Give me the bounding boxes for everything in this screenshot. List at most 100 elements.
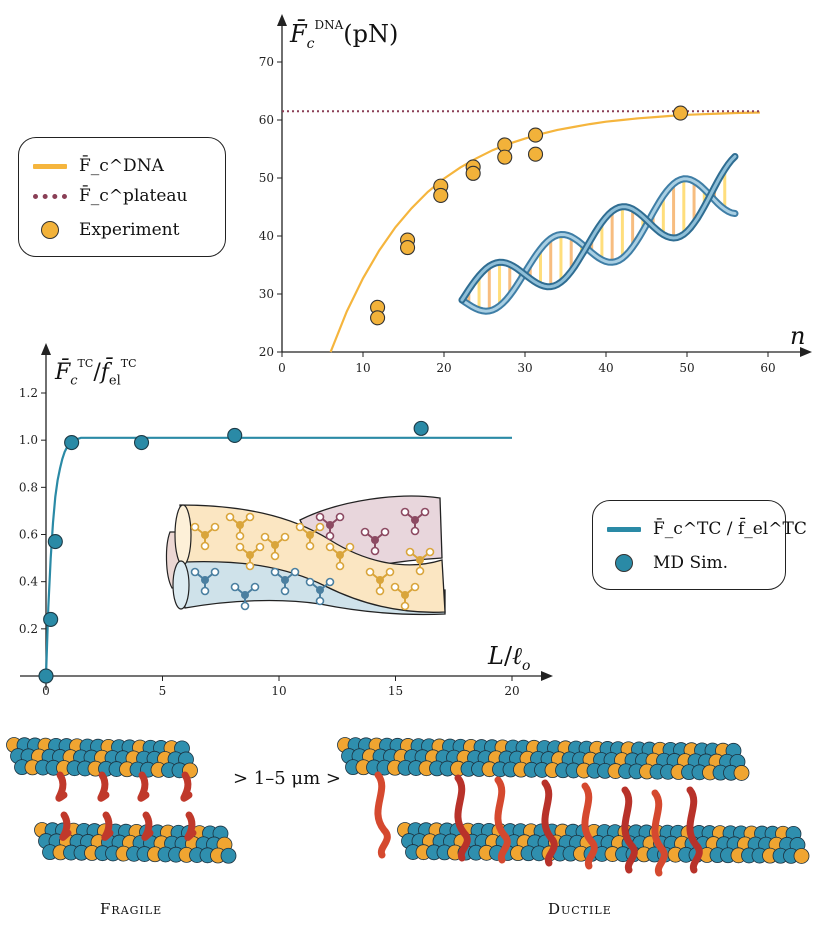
tc-chart-axes: 0 5 10 15 20 0.2 0.4 0.6 0.8 1.0 1.2 xyxy=(19,343,553,698)
crosslinker-chain-icon xyxy=(454,774,471,862)
dna-helix-illustration xyxy=(458,153,739,315)
crosslinker-chain-icon xyxy=(494,776,511,864)
crosslinker-strand xyxy=(55,771,68,802)
fragile-top-filament xyxy=(6,737,198,779)
y-tick-label: 20 xyxy=(259,345,274,359)
crosslinker-molecule-icon xyxy=(190,567,220,596)
x-tick-label: 50 xyxy=(679,361,694,375)
crosslinker-strand xyxy=(180,771,193,802)
line-swatch-icon xyxy=(33,163,67,169)
crosslinker-molecule-icon xyxy=(270,567,300,596)
x-tick-label: 0 xyxy=(42,684,50,698)
y-tick-label: 0.2 xyxy=(19,622,38,636)
fragile-caption: Fragile xyxy=(100,900,163,918)
experiment-point xyxy=(497,149,513,165)
tc-chart-ylabel: F̄cTC/f̄elTC xyxy=(55,356,137,389)
x-tick-label: 20 xyxy=(436,361,451,375)
dna-chart-ylabel: F̄cDNA(pN) xyxy=(290,18,399,52)
md-sim-point xyxy=(64,434,80,451)
crosslinker-molecule-icon xyxy=(305,577,335,606)
crosslinker-chain-icon xyxy=(686,786,703,874)
crosslinker-strand xyxy=(374,771,391,859)
crosslinker-hook-icon xyxy=(55,771,68,802)
x-tick-label: 5 xyxy=(159,684,167,698)
dna-chart-legend: F̄_c^DNA F̄_c^plateau Experiment xyxy=(18,137,226,257)
experiment-point xyxy=(527,146,544,162)
tc-chart: 0 5 10 15 20 0.2 0.4 0.6 0.8 1.0 1.2 xyxy=(19,343,553,698)
crosslinker-strand xyxy=(141,811,154,841)
x-axis-arrow-icon xyxy=(800,347,812,357)
dna-chart: 0 10 20 30 40 50 60 20 30 40 50 60 70 xyxy=(259,14,812,375)
dna-backbone-a-highlight xyxy=(460,177,737,313)
md-sim-point xyxy=(47,534,63,550)
md-sim-point xyxy=(43,611,59,627)
crosslinker-molecule-icon xyxy=(315,512,345,541)
md-sim-point xyxy=(38,668,54,684)
x-tick-label: 20 xyxy=(504,684,519,698)
dna-chart-xlabel: n xyxy=(790,322,806,350)
crosslinker-strand xyxy=(184,811,197,841)
y-axis-arrow-icon xyxy=(41,343,51,355)
md-sim-point xyxy=(413,420,429,436)
crosslinker-chain-icon xyxy=(651,789,668,877)
x-tick-label: 0 xyxy=(278,361,286,375)
crosslinker-strand xyxy=(59,811,72,841)
crosslinker-hook-icon xyxy=(59,811,72,841)
actin-monomer xyxy=(793,848,810,864)
y-tick-label: 30 xyxy=(259,287,274,301)
legend-label-experiment: Experiment xyxy=(79,220,180,240)
experiment-point xyxy=(370,310,386,326)
y-tick-label: 1.2 xyxy=(19,386,38,400)
crosslinker-molecule-icon xyxy=(260,532,290,561)
crosslinker-strand xyxy=(137,771,150,802)
x-tick-label: 30 xyxy=(517,361,532,375)
x-tick-label: 10 xyxy=(355,361,370,375)
fiber-blue-end xyxy=(172,560,190,610)
crosslinker-molecule-icon xyxy=(235,542,265,571)
y-tick-label: 0.6 xyxy=(19,528,38,542)
legend-row-dna-fit: F̄_c^DNA xyxy=(33,156,164,176)
y-tick-label: 70 xyxy=(259,55,274,69)
experiment-point xyxy=(399,240,416,256)
circle-marker-icon xyxy=(615,554,633,572)
crosslinker-chain-icon xyxy=(621,786,638,874)
md-sim-point xyxy=(133,434,150,451)
crosslinker-hook-icon xyxy=(97,771,110,802)
y-tick-label: 60 xyxy=(259,113,274,127)
line-swatch-icon xyxy=(607,526,641,532)
crosslinker-strand xyxy=(581,782,598,870)
y-tick-label: 1.0 xyxy=(19,433,38,447)
x-tick-label: 15 xyxy=(388,684,403,698)
ductile-caption: Ductile xyxy=(548,900,612,918)
legend-label-plateau: F̄_c^plateau xyxy=(79,186,188,206)
crosslinker-strand xyxy=(454,774,471,862)
crosslinker-molecule-icon xyxy=(225,512,255,541)
legend-label-md: MD Sim. xyxy=(653,553,729,573)
y-tick-label: 0.4 xyxy=(19,575,38,589)
crosslinker-strand xyxy=(101,811,114,841)
x-tick-label: 40 xyxy=(598,361,613,375)
y-tick-label: 0.8 xyxy=(19,480,38,494)
dna-chart-series xyxy=(282,105,760,353)
legend-label-tc-fit: F̄_c^TC / f̄_el^TC xyxy=(653,519,807,539)
crosslinker-molecule-icon xyxy=(400,507,430,536)
crosslinker-strand xyxy=(541,779,558,867)
crosslinker-strand xyxy=(621,786,638,874)
experiment-point xyxy=(527,127,544,143)
crosslinker-hook-icon xyxy=(184,811,197,841)
dotted-swatch-icon xyxy=(33,193,67,199)
x-axis-arrow-icon xyxy=(541,671,553,681)
circle-marker-icon xyxy=(41,221,59,239)
crosslinker-molecule-icon xyxy=(405,547,435,576)
crosslinker-molecule-icon xyxy=(365,567,395,596)
legend-row-experiment: Experiment xyxy=(33,220,179,240)
crosslinker-chain-icon xyxy=(541,779,558,867)
tc-chart-series xyxy=(38,420,512,684)
experiment-point xyxy=(672,105,689,121)
md-sim-point xyxy=(227,427,243,444)
crosslinker-molecule-icon xyxy=(190,522,220,551)
crosslinker-strand xyxy=(686,786,703,874)
experiment-point xyxy=(433,187,449,203)
legend-row-tc-fit: F̄_c^TC / f̄_el^TC xyxy=(607,519,807,539)
crosslinker-hook-icon xyxy=(101,811,114,841)
